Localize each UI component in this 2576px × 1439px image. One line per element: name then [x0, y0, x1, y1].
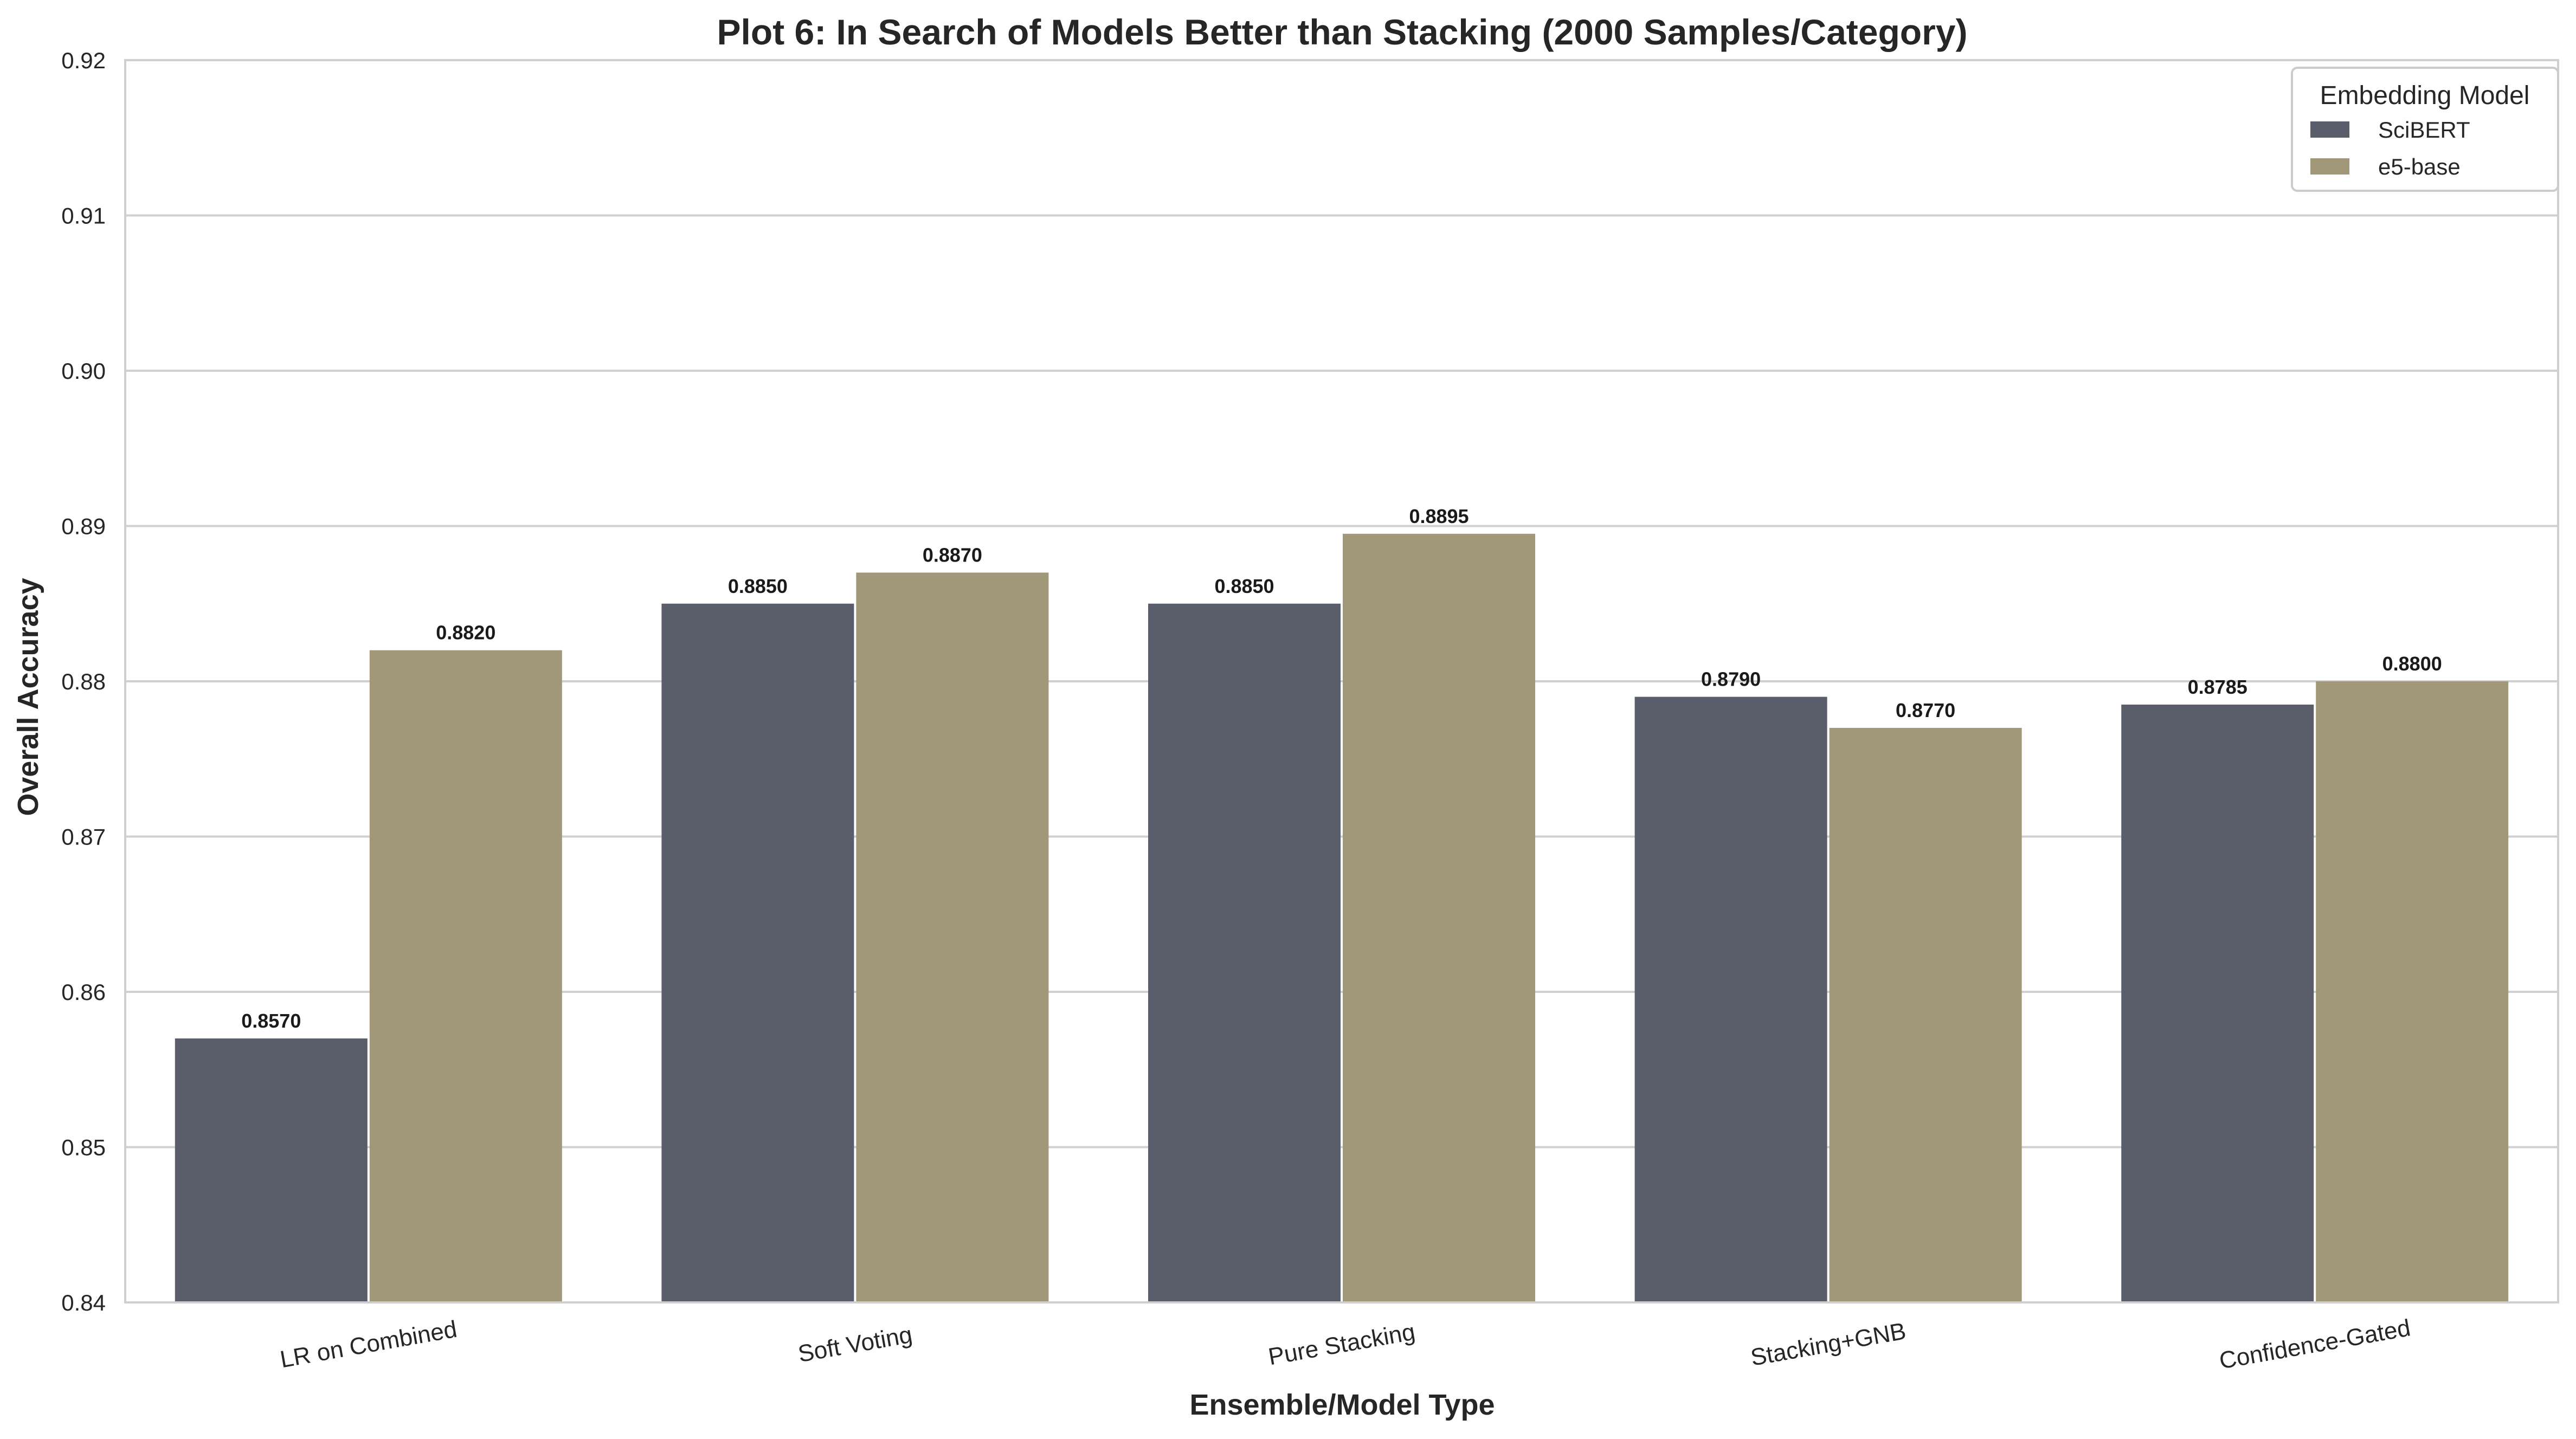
y-axis-label: Overall Accuracy — [12, 578, 44, 816]
data-labels-group: 0.8570 0.8820 0.8850 0.8870 0.8850 0.8895 0.87… — [241, 505, 2442, 1032]
bar-scibert — [1148, 603, 1341, 1302]
bar-e5-base — [369, 650, 562, 1302]
data-label: 0.8820 — [436, 622, 495, 644]
legend-box — [2291, 67, 2559, 192]
y-tick-label: 0.85 — [61, 1135, 106, 1160]
y-tick-label: 0.92 — [61, 48, 106, 73]
legend-swatch-e5-base — [2310, 158, 2349, 175]
data-label: 0.8800 — [2382, 653, 2442, 675]
data-label: 0.8790 — [1701, 668, 1761, 691]
y-tick-label: 0.90 — [61, 358, 106, 384]
legend: Embedding Model SciBERT e5-base — [2291, 67, 2559, 192]
y-tick-label: 0.86 — [61, 979, 106, 1005]
bar-e5-base — [1343, 533, 1535, 1303]
data-label: 0.8850 — [1214, 575, 1274, 597]
legend-label-e5-base: e5-base — [2378, 154, 2461, 179]
data-label: 0.8895 — [1409, 505, 1469, 527]
y-tick-label: 0.88 — [61, 669, 106, 694]
legend-swatch-scibert — [2310, 121, 2349, 138]
y-tick-label: 0.84 — [61, 1290, 106, 1315]
legend-label-scibert: SciBERT — [2378, 117, 2470, 143]
x-axis-label: Ensemble/Model Type — [1189, 1389, 1495, 1421]
y-tick-labels: 0.84 0.85 0.86 0.87 0.88 0.89 0.90 0.91 0.92 — [61, 48, 106, 1315]
y-tick-label: 0.91 — [61, 203, 106, 229]
bar-scibert — [2121, 704, 2314, 1302]
data-label: 0.8870 — [923, 544, 982, 566]
y-tick-label: 0.89 — [61, 514, 106, 539]
bar-e5-base — [2316, 681, 2509, 1302]
bar-scibert — [1634, 696, 1827, 1302]
bar-e5-base — [1829, 727, 2022, 1302]
data-label: 0.8850 — [728, 575, 788, 597]
chart-title: Plot 6: In Search of Models Better than … — [717, 12, 1968, 52]
data-label: 0.8785 — [2188, 676, 2247, 698]
plot-frame — [124, 59, 2559, 1304]
data-label: 0.8770 — [1896, 699, 1955, 721]
bars-group — [175, 533, 2509, 1303]
bar-e5-base — [856, 572, 1049, 1302]
legend-title: Embedding Model — [2320, 81, 2530, 110]
bar-scibert — [175, 1038, 368, 1302]
bar-scibert — [661, 603, 854, 1302]
data-label: 0.8570 — [241, 1010, 301, 1032]
y-tick-label: 0.87 — [61, 824, 106, 850]
